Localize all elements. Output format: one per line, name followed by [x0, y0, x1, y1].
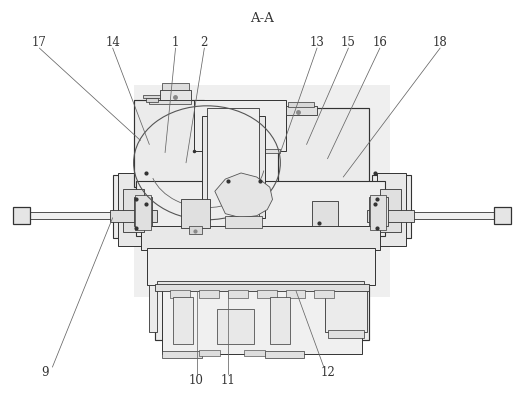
Text: 18: 18	[433, 36, 447, 49]
Bar	[110, 210, 157, 222]
Bar	[160, 90, 191, 100]
Bar	[157, 281, 364, 293]
Bar	[189, 226, 202, 234]
Text: 1: 1	[172, 36, 179, 49]
Bar	[134, 197, 152, 226]
Bar	[194, 100, 286, 151]
Bar	[265, 351, 304, 358]
Text: 10: 10	[189, 374, 204, 387]
Text: A-A: A-A	[250, 12, 274, 25]
Bar	[143, 95, 160, 98]
Text: 13: 13	[310, 36, 324, 49]
Bar	[270, 297, 290, 344]
Bar	[199, 350, 220, 356]
Bar	[314, 290, 334, 298]
Bar	[286, 106, 317, 115]
Text: 16: 16	[373, 36, 387, 49]
Bar	[217, 309, 254, 344]
Bar	[149, 100, 191, 104]
Bar	[146, 98, 158, 102]
Bar	[199, 290, 219, 298]
Text: 17: 17	[32, 36, 47, 49]
Bar	[257, 290, 277, 298]
Bar	[202, 149, 280, 153]
Polygon shape	[215, 173, 272, 218]
Text: 9: 9	[41, 366, 48, 379]
Bar	[181, 199, 210, 228]
Bar	[113, 175, 152, 238]
Text: 2: 2	[201, 36, 208, 49]
Bar	[155, 284, 369, 291]
Bar	[375, 183, 390, 238]
Bar	[225, 216, 262, 228]
Bar	[162, 83, 189, 90]
Bar	[162, 287, 362, 354]
Bar	[411, 212, 511, 219]
Bar	[13, 207, 30, 224]
Text: 12: 12	[320, 366, 335, 379]
Bar	[325, 285, 367, 332]
Bar	[170, 290, 190, 298]
Bar	[162, 351, 202, 358]
Bar	[141, 226, 380, 250]
Text: 15: 15	[341, 36, 356, 49]
Bar	[134, 100, 204, 187]
Bar	[367, 210, 414, 222]
Text: 11: 11	[221, 374, 235, 387]
Bar	[13, 212, 113, 219]
Bar	[147, 248, 375, 285]
Bar	[369, 197, 388, 226]
Bar	[244, 350, 265, 356]
Bar	[123, 189, 144, 232]
Bar	[286, 290, 305, 298]
Bar	[155, 283, 369, 291]
Bar	[134, 183, 149, 238]
Bar	[312, 201, 338, 226]
Bar	[135, 195, 151, 230]
Bar	[173, 297, 193, 344]
Bar	[494, 207, 511, 224]
Bar	[288, 102, 314, 107]
Bar	[118, 173, 147, 246]
Text: 14: 14	[105, 36, 120, 49]
Bar	[207, 108, 259, 226]
Bar	[377, 173, 406, 246]
Bar	[370, 195, 386, 230]
Bar	[278, 108, 369, 187]
Bar	[380, 189, 401, 232]
Bar	[372, 175, 411, 238]
Bar	[134, 85, 390, 297]
Bar	[228, 290, 248, 298]
Bar	[136, 181, 385, 236]
Bar	[202, 116, 265, 218]
Bar	[155, 287, 369, 340]
Bar	[328, 330, 364, 338]
Bar	[149, 285, 157, 332]
